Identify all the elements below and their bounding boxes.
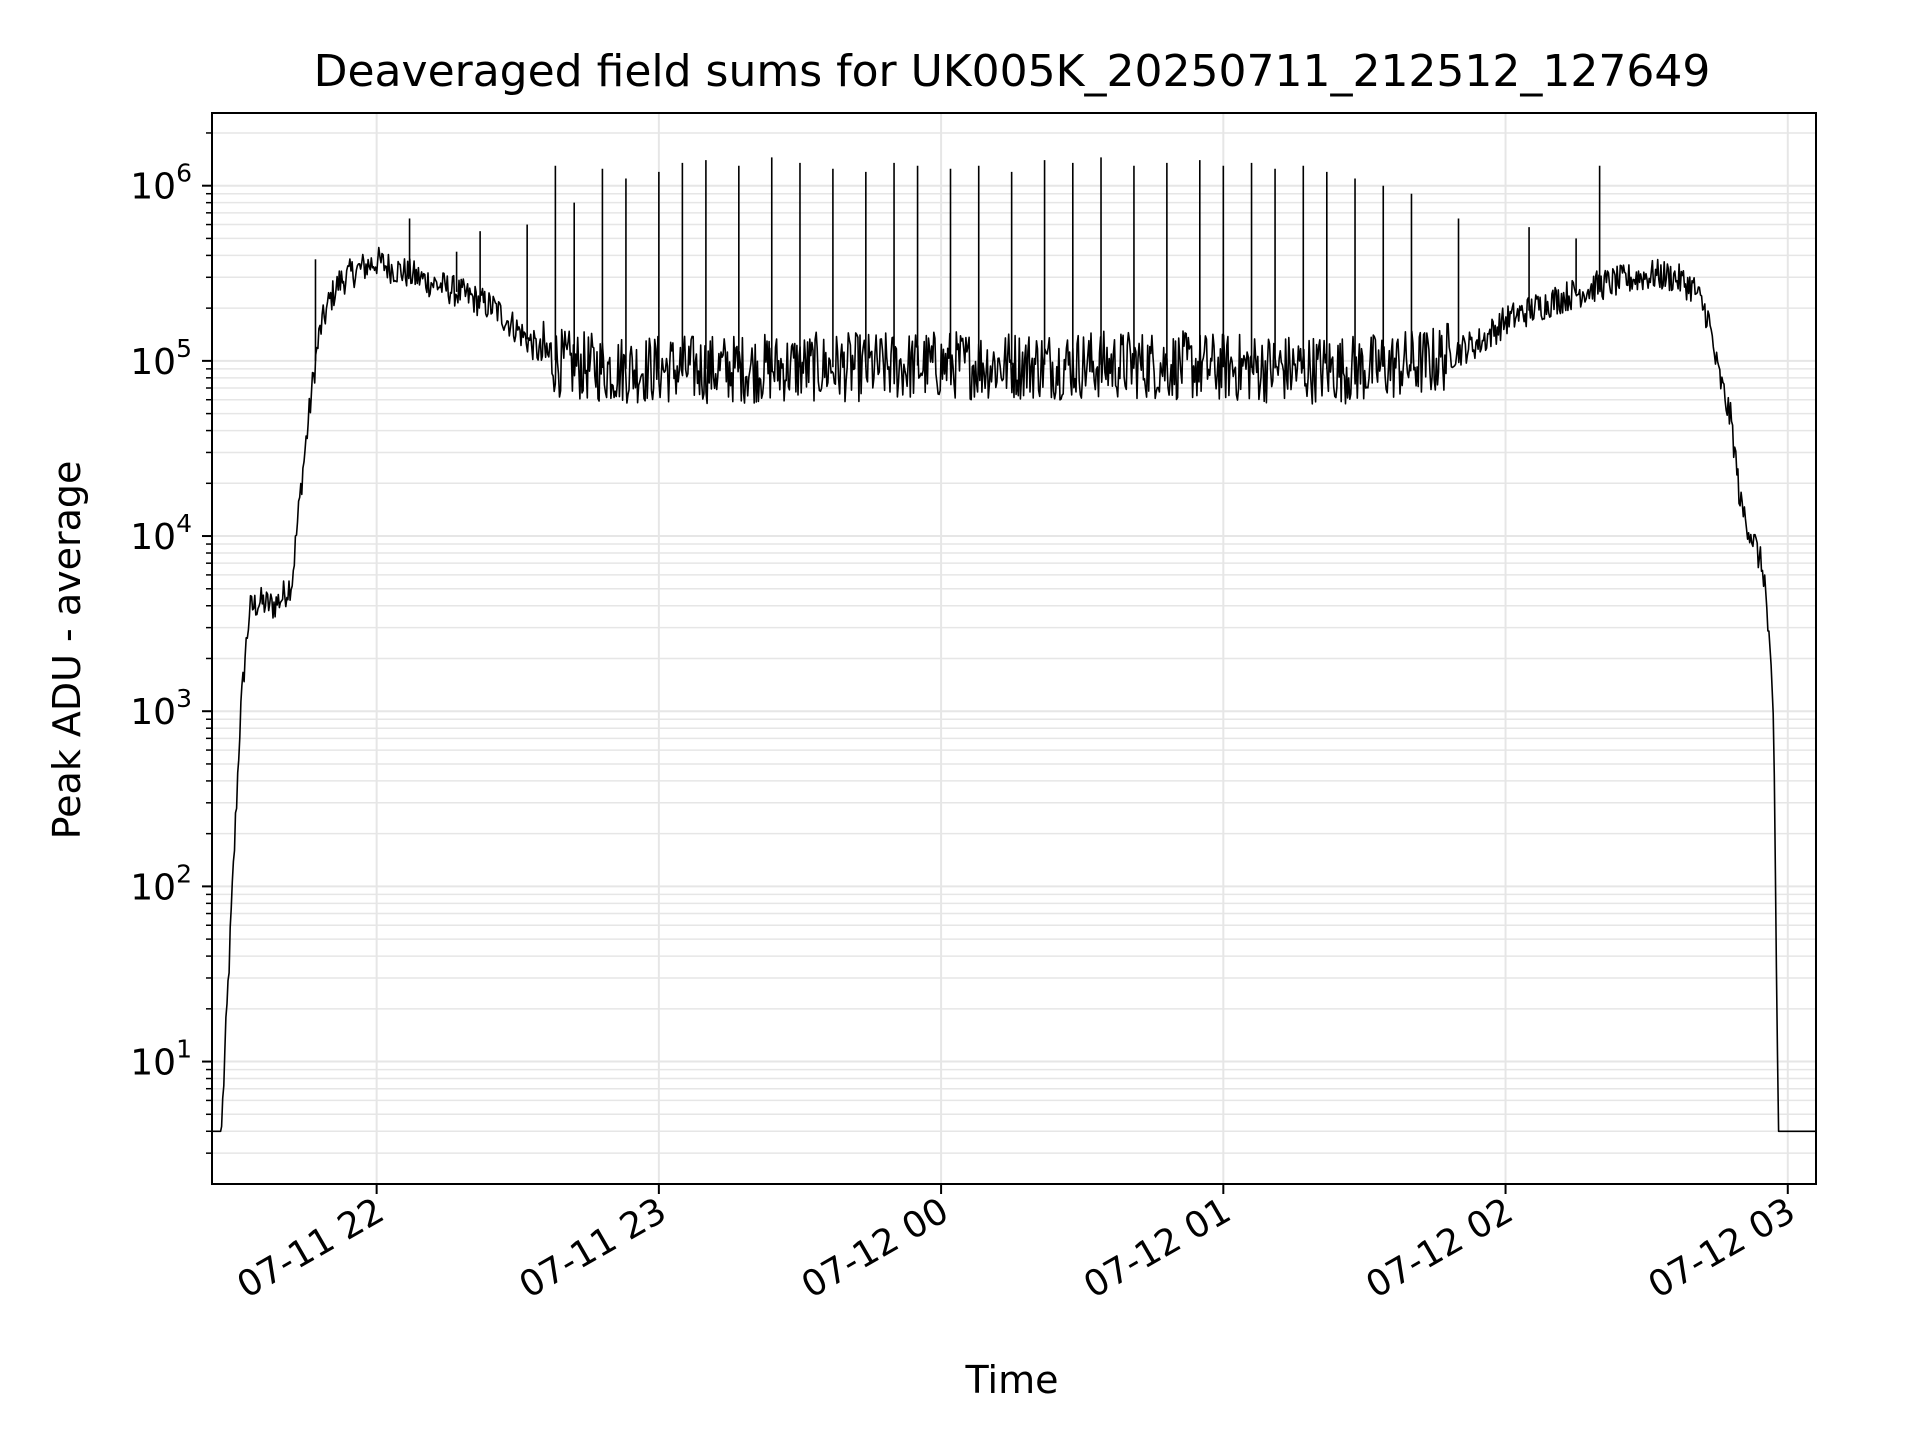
series-line <box>212 246 1816 1133</box>
chart-title: Deaveraged field sums for UK005K_2025071… <box>314 46 1711 97</box>
x-axis-label: Time <box>965 1358 1059 1402</box>
y-tick-label: 105 <box>130 334 192 383</box>
spike-layer <box>314 157 1601 369</box>
y-tick-label: 104 <box>130 509 192 558</box>
grid <box>212 113 1816 1184</box>
y-axis-label: Peak ADU - average <box>45 461 89 840</box>
series-layer <box>212 246 1816 1133</box>
plot-frame <box>211 112 1817 1185</box>
